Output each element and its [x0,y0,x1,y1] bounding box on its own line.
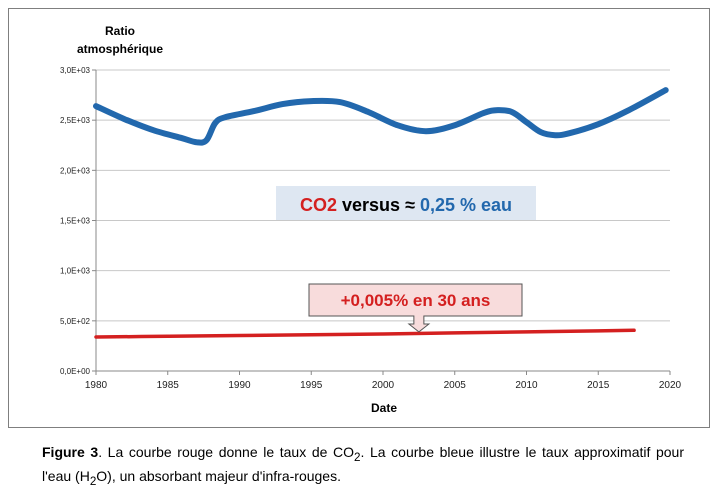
water-series-line [93,87,669,146]
x-tick-label: 2010 [515,380,538,391]
y-tick-label: 0,0E+00 [60,367,91,376]
legend-background [276,186,536,220]
caption-label: Figure 3 [42,444,99,460]
x-tick-label: 2000 [372,380,395,391]
x-tick-label: 1995 [300,380,323,391]
legend-text: CO2 versus ≈ 0,25 % eau [300,195,512,215]
x-axis-label: Date [371,401,397,415]
legend-co2-label: CO2 [300,195,337,215]
y-tick-label: 1,5E+03 [60,217,91,226]
co2-series-line [94,328,636,339]
caption-subscript-1: 2 [354,450,361,464]
x-tick-label: 1985 [157,380,180,391]
series-lines [93,87,669,339]
y-tick-label: 3,0E+03 [60,66,91,75]
callout-text: +0,005% en 30 ans [341,291,491,310]
x-tick-label: 2020 [659,380,682,391]
caption-subscript-2: 2 [89,474,97,488]
y-tick-label: 5,0E+02 [60,317,91,326]
caption-text-3: O), un absorbant majeur d'infra-rouges. [96,467,341,484]
callout-shape [308,283,523,333]
y-tick-label: 2,0E+03 [60,166,91,175]
y-axis-label-line1: Ratio [105,24,135,38]
legend-versus-label: versus [342,195,400,215]
legend-box: CO2 versus ≈ 0,25 % eau [276,186,536,220]
line-chart: 0,0E+00 5,0E+02 1,0E+03 1,5E+03 2,0E+03 2,5E+… [8,8,710,428]
figure-caption: Figure 3. La courbe rouge donne le taux … [42,443,684,491]
y-axis-label-line2: atmosphérique [77,42,163,56]
caption-text-2: . La courbe bleue illustre le taux appro… [42,444,684,484]
chart-frame: 0,0E+00 5,0E+02 1,0E+03 1,5E+03 2,0E+03 2,5E+… [8,8,710,428]
y-tick-label: 1,0E+03 [60,267,91,276]
x-tick-label: 2005 [444,380,467,391]
y-tick-label: 2,5E+03 [60,116,91,125]
tick-labels: 0,0E+00 5,0E+02 1,0E+03 1,5E+03 2,0E+03 2,5E+… [60,66,682,391]
axes [92,69,671,375]
x-tick-label: 2015 [587,380,610,391]
x-tick-label: 1980 [85,380,108,391]
legend-water-label: 0,25 % eau [420,195,512,215]
legend-approx-symbol: ≈ [405,195,415,215]
caption-text-1: . La courbe rouge donne le taux de CO [98,444,355,460]
x-tick-label: 1990 [228,380,251,391]
callout: +0,005% en 30 ans [308,283,523,333]
